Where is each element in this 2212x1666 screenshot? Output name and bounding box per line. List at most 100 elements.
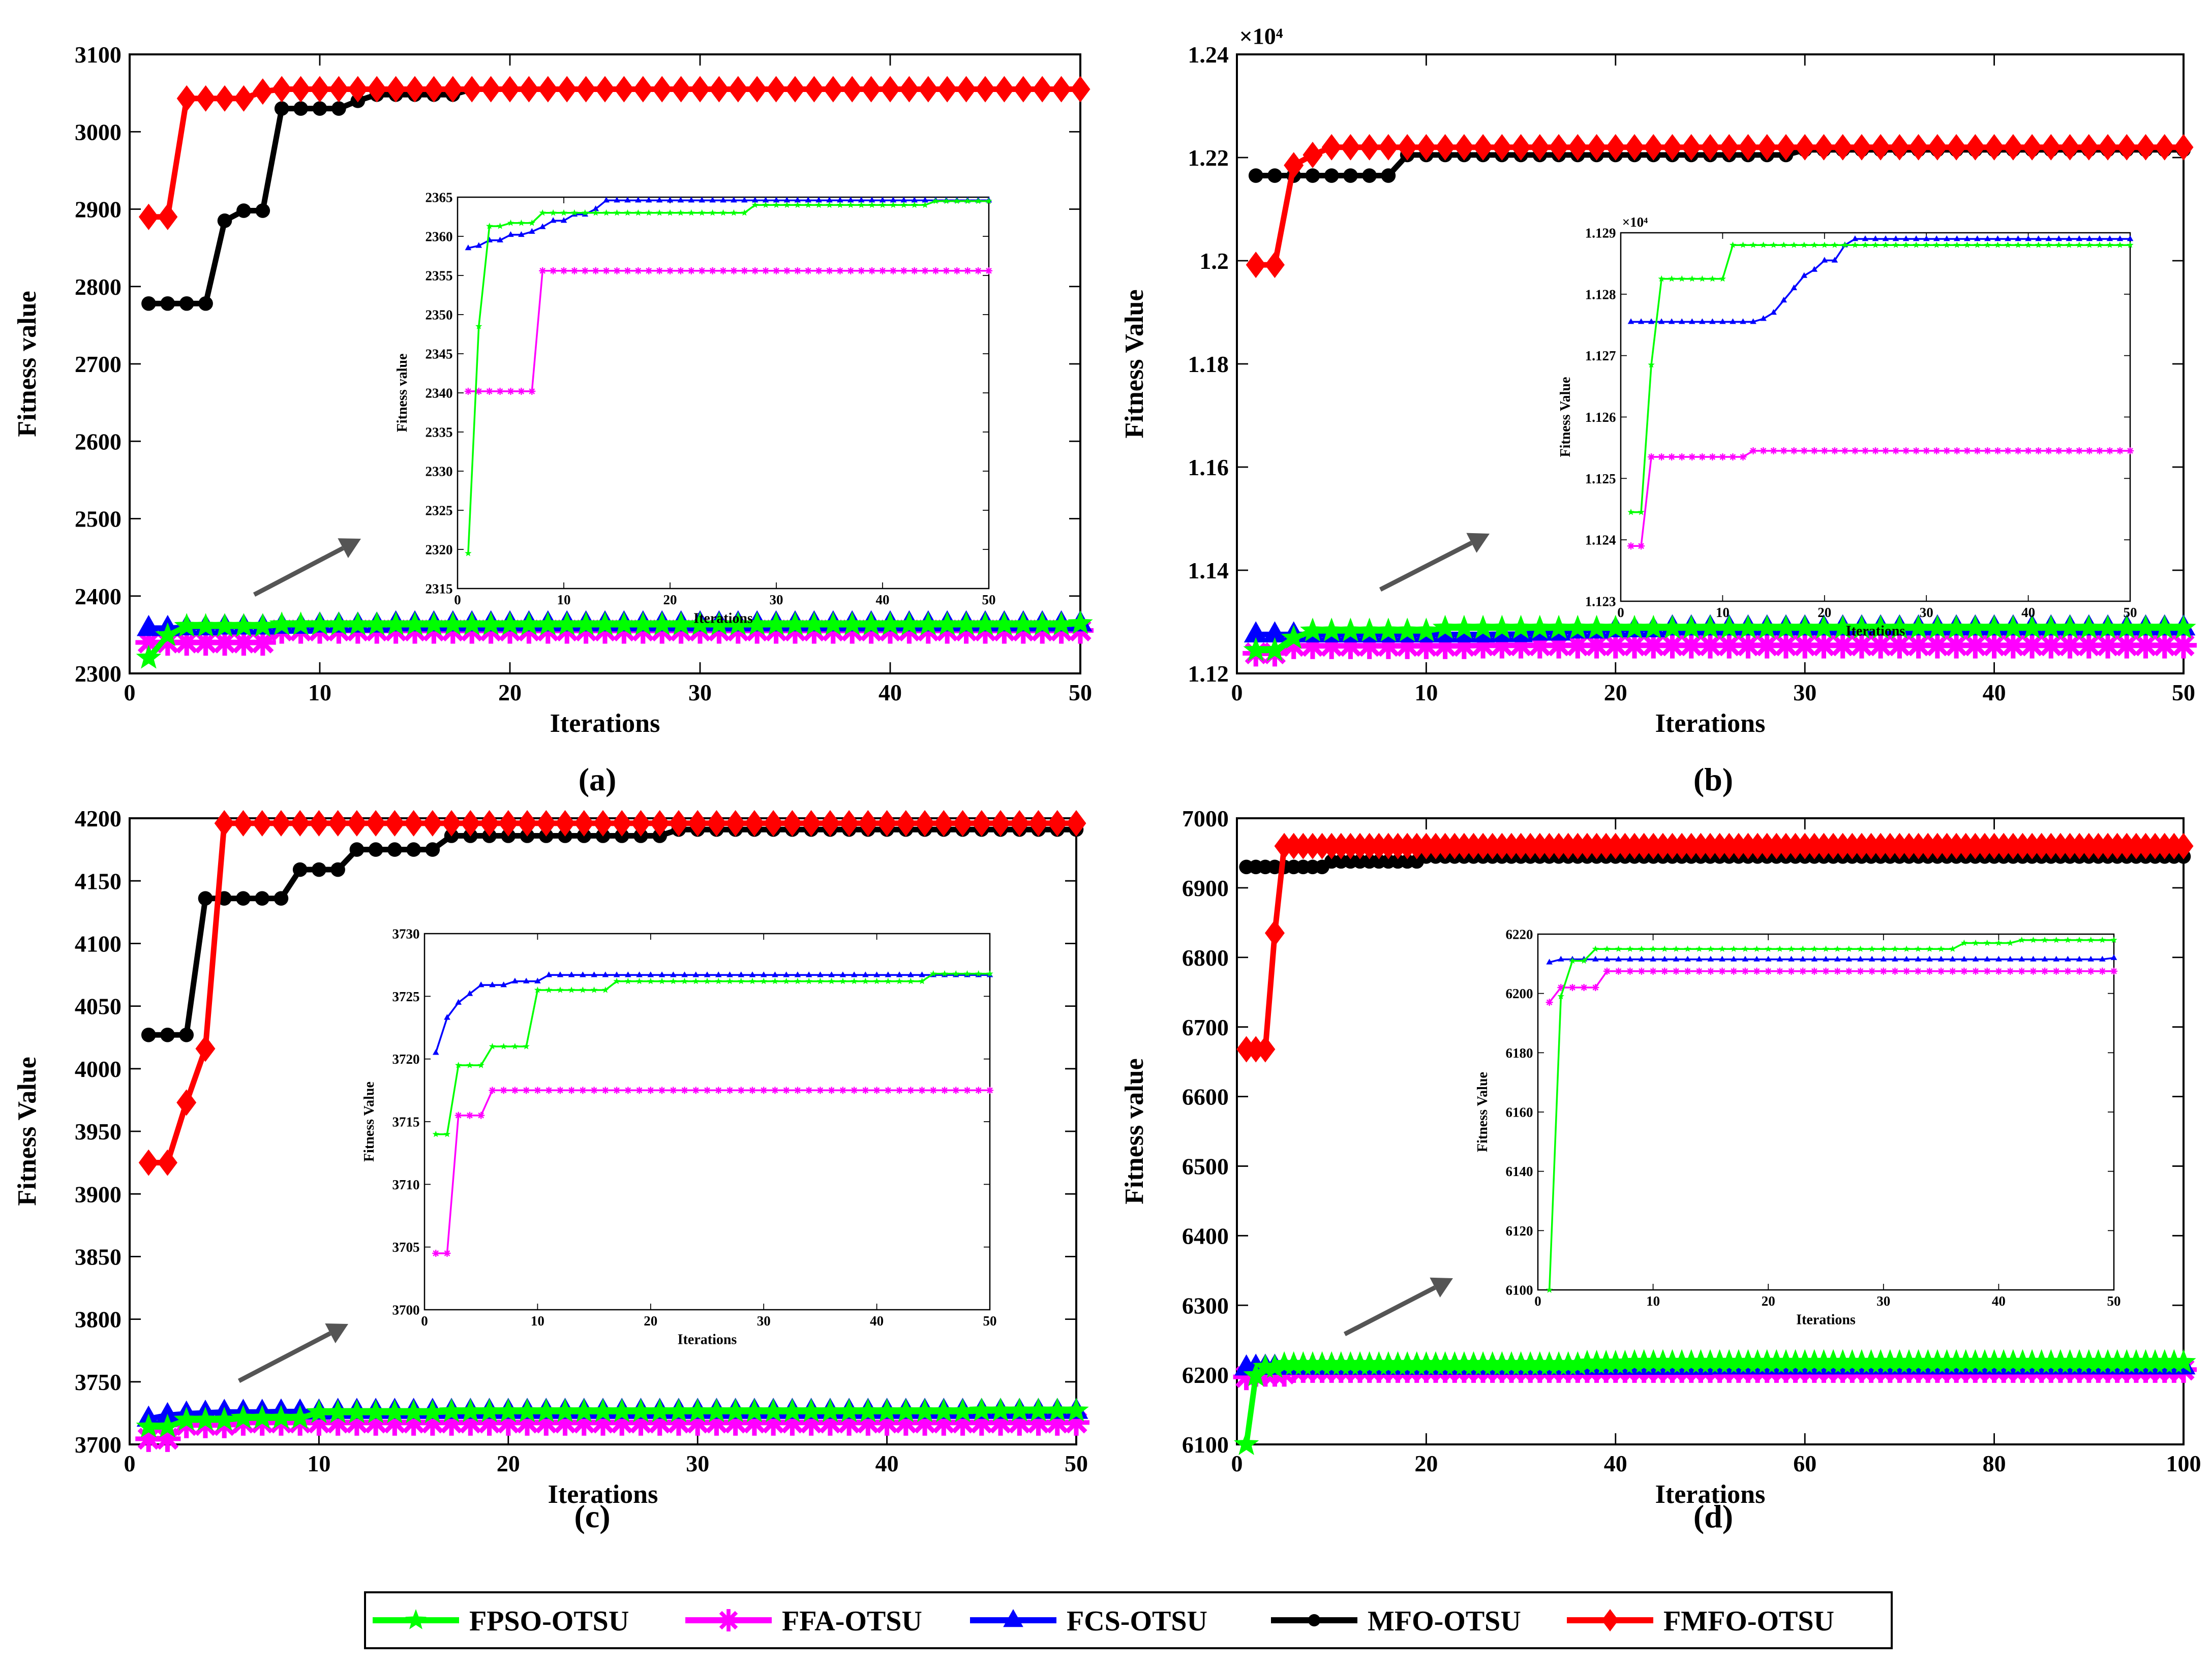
data-point xyxy=(918,76,938,103)
marker-core xyxy=(2037,449,2040,452)
data-point xyxy=(1943,447,1950,454)
data-point xyxy=(1729,453,1736,460)
legend-label: FCS-OTSU xyxy=(1067,1606,1207,1637)
marker-core xyxy=(796,269,799,272)
marker-core xyxy=(775,269,778,272)
data-point xyxy=(1362,168,1377,183)
marker-core xyxy=(743,269,746,272)
data-point xyxy=(1249,168,1263,183)
data-point xyxy=(1953,447,1960,454)
marker-core xyxy=(491,1089,494,1092)
data-point xyxy=(636,1087,643,1094)
data-point xyxy=(1882,447,1889,454)
data-point xyxy=(1695,968,1703,975)
data-point xyxy=(1974,447,1981,454)
data-point xyxy=(985,267,992,274)
data-point xyxy=(2096,447,2103,454)
data-point xyxy=(1603,968,1611,975)
marker-core xyxy=(764,269,767,272)
data-point xyxy=(842,76,862,103)
data-point xyxy=(1791,447,1798,454)
panel-c: 0 10 20 30 40 5037003750380038503900395040004… xyxy=(13,806,1089,1534)
marker-core xyxy=(1969,639,1981,651)
marker-core xyxy=(467,390,470,393)
y-tick-label: 1.12 xyxy=(1188,661,1229,687)
data-point xyxy=(2076,968,2083,975)
data-point xyxy=(766,76,786,103)
marker-core xyxy=(604,1089,607,1092)
data-point xyxy=(546,1087,553,1094)
marker-core xyxy=(860,269,863,272)
marker-core xyxy=(1962,970,1965,973)
marker-core xyxy=(773,1089,776,1092)
data-point xyxy=(328,810,348,837)
data-point xyxy=(847,267,854,274)
data-point xyxy=(934,810,954,837)
data-point xyxy=(1381,168,1396,183)
data-point xyxy=(1638,968,1645,975)
x-axis-label: Iterations xyxy=(693,611,753,627)
data-point xyxy=(422,810,442,837)
marker-core xyxy=(954,1089,957,1092)
legend-label: FMFO-OTSU xyxy=(1663,1606,1834,1637)
data-point xyxy=(1852,134,1871,161)
data-point xyxy=(613,1087,620,1094)
marker-core xyxy=(2121,639,2133,651)
y-tick-label: 1.129 xyxy=(1585,225,1616,240)
y-tick-label: 1.16 xyxy=(1188,454,1229,480)
marker-core xyxy=(1790,970,1793,973)
y-axis-label: Fitness value xyxy=(1120,1058,1149,1204)
marker-core xyxy=(669,269,672,272)
marker-core xyxy=(881,269,884,272)
marker-core xyxy=(1940,970,1943,973)
data-point xyxy=(603,267,610,274)
series-line xyxy=(1256,150,2184,176)
x-axis-label: Iterations xyxy=(1846,624,1905,639)
data-point xyxy=(816,1087,824,1094)
marker-core xyxy=(562,269,565,272)
data-point xyxy=(1673,968,1680,975)
data-point xyxy=(519,76,539,103)
y-tick-label: 6800 xyxy=(1182,945,1229,971)
data-point xyxy=(943,267,950,274)
data-point xyxy=(479,810,499,837)
marker-core xyxy=(445,1252,448,1255)
data-point xyxy=(176,1089,196,1116)
data-point xyxy=(329,76,349,103)
data-point xyxy=(2035,447,2042,454)
data-point xyxy=(461,810,480,837)
data-point xyxy=(312,862,326,877)
data-point xyxy=(489,1087,496,1094)
marker-core xyxy=(2088,449,2091,452)
data-point xyxy=(975,1087,982,1094)
data-point xyxy=(1246,252,1266,278)
data-point xyxy=(387,842,402,857)
marker-core xyxy=(1617,970,1620,973)
y-tick-label: 2800 xyxy=(75,274,122,300)
data-point xyxy=(2064,968,2071,975)
marker-core xyxy=(647,269,650,272)
data-point xyxy=(749,1087,756,1094)
data-point xyxy=(1678,453,1685,460)
data-point xyxy=(1546,999,1553,1006)
data-point xyxy=(647,1087,654,1094)
marker-core xyxy=(751,1089,754,1092)
data-point xyxy=(991,810,1011,837)
marker-core xyxy=(1884,449,1887,452)
y-tick-label: 6100 xyxy=(1182,1432,1229,1458)
data-point xyxy=(1324,168,1339,183)
x-tick-label: 30 xyxy=(686,1451,709,1476)
data-point xyxy=(255,891,269,906)
x-tick-label: 40 xyxy=(875,1451,899,1476)
marker-core xyxy=(1986,970,1989,973)
data-point xyxy=(406,842,421,857)
data-point xyxy=(256,203,270,218)
marker-core xyxy=(1988,639,2000,651)
marker-core xyxy=(898,1089,901,1092)
marker-core xyxy=(1917,970,1920,973)
marker-core xyxy=(457,1114,460,1117)
x-tick-label: 40 xyxy=(2021,605,2035,620)
data-point xyxy=(1960,968,1967,975)
data-point xyxy=(1801,447,1808,454)
arrow-shaft xyxy=(1345,1287,1435,1334)
